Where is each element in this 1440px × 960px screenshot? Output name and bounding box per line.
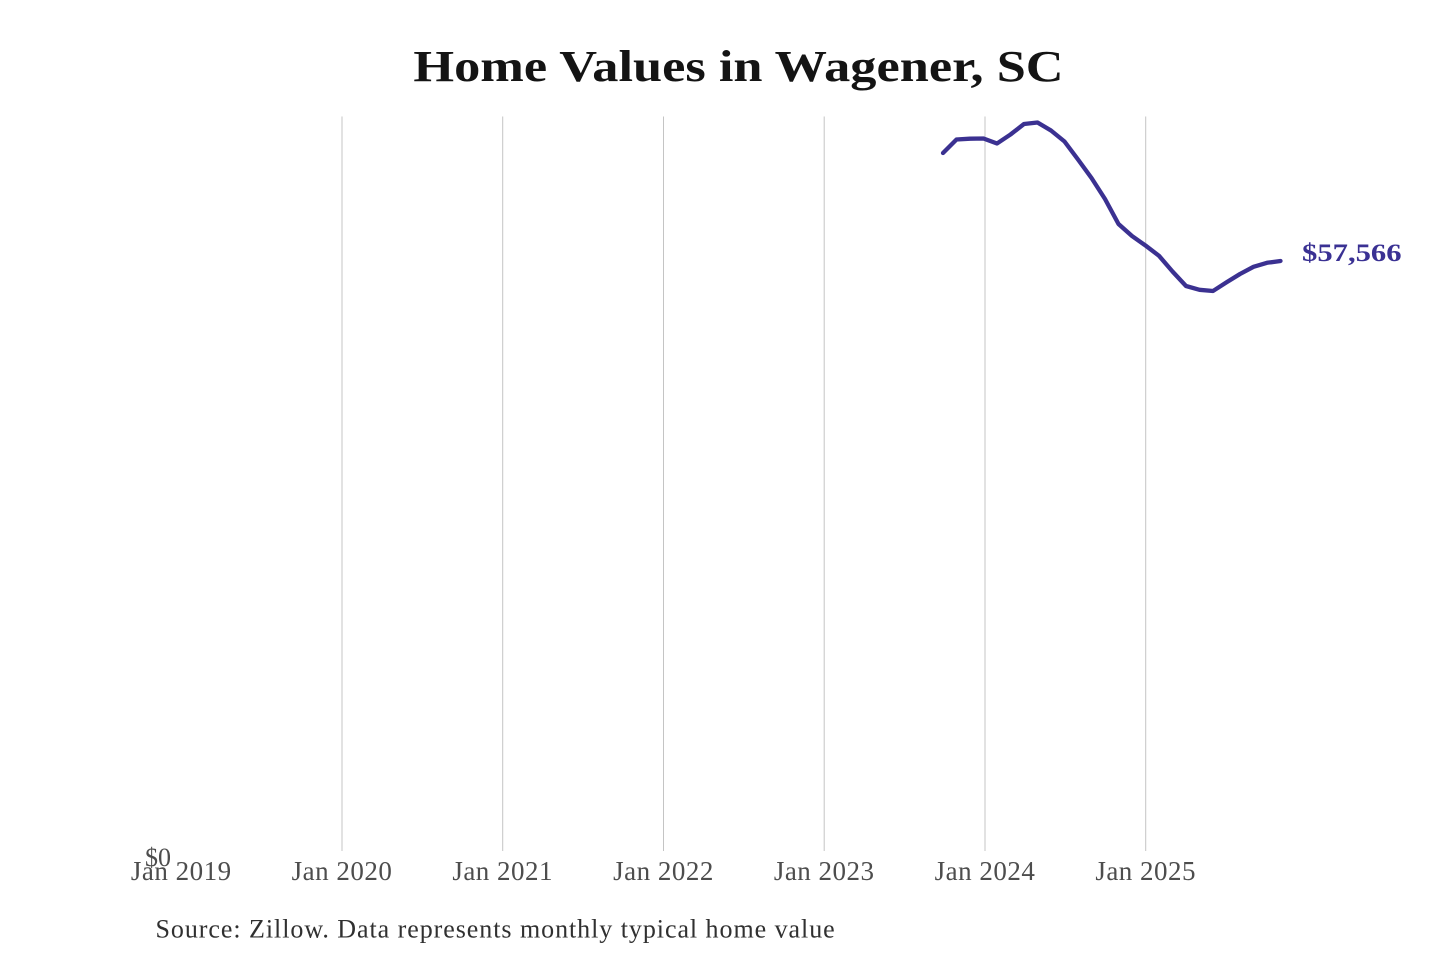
- svg-text:Jan 2021: Jan 2021: [452, 856, 553, 886]
- svg-text:Jan 2019: Jan 2019: [131, 856, 232, 886]
- svg-text:Jan 2025: Jan 2025: [1095, 856, 1196, 886]
- svg-text:Jan 2024: Jan 2024: [935, 856, 1036, 886]
- svg-text:$57,566: $57,566: [1302, 240, 1402, 268]
- svg-text:Jan 2020: Jan 2020: [292, 856, 393, 886]
- svg-text:Home Values in Wagener, SC: Home Values in Wagener, SC: [413, 43, 1063, 91]
- svg-text:Jan 2022: Jan 2022: [613, 856, 714, 886]
- svg-text:Jan 2023: Jan 2023: [774, 856, 875, 886]
- svg-text:Source: Zillow. Data represent: Source: Zillow. Data represents monthly …: [156, 915, 836, 944]
- svg-text:$0: $0: [145, 843, 171, 872]
